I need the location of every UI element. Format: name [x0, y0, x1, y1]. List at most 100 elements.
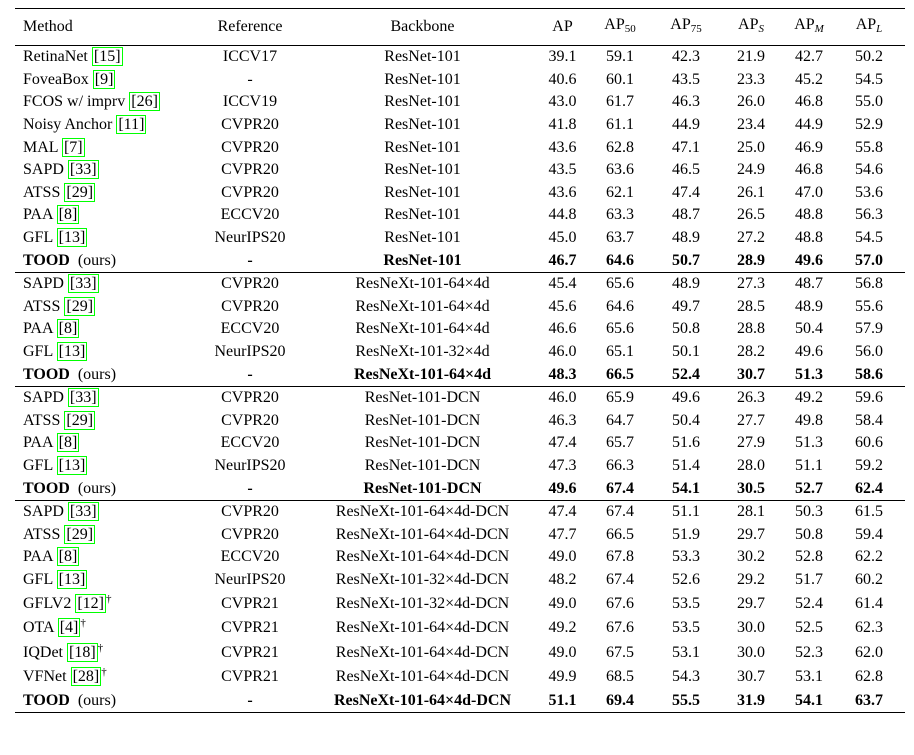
method-cell: PAA [8] — [15, 318, 195, 341]
header-text: AP — [794, 16, 815, 33]
citation: [28] — [70, 667, 102, 687]
metric-cell: 51.3 — [795, 365, 823, 383]
header-cell: AP50 — [585, 9, 655, 46]
backbone-cell: ResNeXt-101-64×4d-DCN — [335, 525, 510, 543]
method-name: RetinaNet — [23, 48, 88, 66]
metric-cell: 49.6 — [795, 343, 823, 361]
metric-cell: 28.1 — [737, 503, 765, 521]
backbone-cell: ResNet-101-DCN — [364, 389, 481, 407]
row-group: SAPD [33] CVPR20 ResNeXt-101-64×4d-DCN 47.4… — [15, 500, 905, 713]
metric-cell: 49.2 — [795, 389, 823, 407]
metric-cell: 50.3 — [795, 503, 823, 521]
metric-cell: 48.8 — [795, 206, 823, 224]
reference-cell: ECCV20 — [220, 206, 280, 224]
table-row: SAPD [33] CVPR20 ResNeXt-101-64×4d-DCN 47.4… — [15, 500, 905, 523]
citation: [8] — [56, 547, 80, 567]
metric-cell: 52.8 — [795, 548, 823, 566]
metric-cell: 50.1 — [672, 343, 700, 361]
backbone-cell: ResNet-101-DCN — [363, 479, 482, 497]
backbone-cell: ResNet-101 — [384, 138, 461, 156]
metric-cell: 62.3 — [855, 619, 883, 637]
metric-cell: 29.2 — [737, 570, 765, 588]
metric-cell: 48.9 — [672, 229, 700, 247]
metric-cell: 24.9 — [737, 161, 765, 179]
backbone-cell: ResNeXt-101-32×4d-DCN — [335, 570, 510, 588]
metric-cell: 30.7 — [737, 668, 765, 686]
method-name: PAA — [23, 320, 53, 338]
header-cell: AP — [540, 9, 585, 46]
metric-cell: 44.8 — [548, 206, 577, 224]
metric-cell: 49.2 — [548, 619, 577, 637]
metric-cell: 27.3 — [737, 275, 765, 293]
citation: [13] — [56, 342, 88, 362]
method-name: FoveaBox — [23, 70, 89, 88]
backbone-cell: ResNeXt-101-64×4d — [355, 320, 490, 338]
backbone-cell: ResNeXt-101-32×4d-DCN — [335, 594, 510, 612]
metric-cell: 48.7 — [795, 275, 823, 293]
citation: [29] — [64, 524, 96, 544]
method-name: SAPD — [23, 389, 64, 407]
metric-cell: 46.0 — [548, 389, 577, 407]
table-row: TOOD (ours) - ResNeXt-101-64×4d-DCN 51.1 69.… — [15, 690, 905, 713]
header-subscript: 75 — [690, 23, 702, 35]
reference-cell: - — [247, 365, 253, 383]
method-name: SAPD — [23, 503, 64, 521]
metric-cell: 54.5 — [855, 229, 883, 247]
metric-cell: 59.1 — [606, 48, 634, 66]
table-row: ATSS [29] CVPR20 ResNet-101-DCN 46.3 64.7 50.… — [15, 410, 905, 433]
header-text: AP — [738, 16, 759, 33]
method-cell: RetinaNet [15] — [15, 46, 195, 69]
method-name: SAPD — [23, 275, 64, 293]
backbone-cell: ResNet-101 — [384, 48, 461, 66]
header-subscript: M — [814, 23, 824, 35]
metric-cell: 26.0 — [737, 93, 765, 111]
table-row: GFL [13] NeurIPS20 ResNeXt-101-32×4d-DCN 48… — [15, 569, 905, 592]
results-table: Method Reference Backbone AP AP50 AP75 APS APM A… — [15, 8, 905, 713]
metric-cell: 56.3 — [855, 206, 883, 224]
citation: [33] — [67, 274, 99, 294]
method-cell: SAPD [33] — [15, 159, 195, 182]
metric-cell: 45.4 — [548, 275, 577, 293]
header-cell: APM — [785, 9, 833, 46]
metric-cell: 46.9 — [795, 138, 823, 156]
metric-cell: 63.6 — [606, 161, 634, 179]
metric-cell: 45.0 — [548, 229, 577, 247]
citation: [29] — [64, 296, 96, 316]
metric-cell: 56.0 — [855, 343, 883, 361]
table-row: ATSS [29] CVPR20 ResNeXt-101-64×4d 45.6 64.6… — [15, 296, 905, 319]
table-row: SAPD [33] CVPR20 ResNeXt-101-64×4d 45.4 65.6… — [15, 272, 905, 295]
method-note: (ours) — [77, 365, 117, 383]
backbone-cell: ResNeXt-101-64×4d — [355, 275, 490, 293]
metric-cell: 49.0 — [548, 548, 577, 566]
metric-cell: 65.7 — [606, 434, 634, 452]
method-cell: Noisy Anchor [11] — [15, 114, 195, 137]
method-name: IQDet — [23, 643, 63, 661]
metric-cell: 52.4 — [795, 594, 823, 612]
reference-cell: CVPR20 — [221, 297, 279, 315]
reference-cell: NeurIPS20 — [214, 570, 286, 588]
backbone-cell: ResNet-101 — [384, 93, 461, 111]
reference-cell: CVPR20 — [221, 411, 279, 429]
reference-cell: CVPR20 — [221, 503, 279, 521]
method-name: TOOD — [23, 251, 70, 269]
reference-cell: - — [247, 479, 253, 497]
metric-cell: 49.9 — [548, 668, 577, 686]
metric-cell: 60.1 — [606, 70, 634, 88]
method-name: ATSS — [23, 297, 61, 315]
table-row: SAPD [33] CVPR20 ResNet-101-DCN 46.0 65.9 49.… — [15, 386, 905, 409]
method-name: GFL — [23, 456, 53, 474]
metric-cell: 28.5 — [737, 297, 765, 315]
metric-cell: 58.6 — [855, 365, 883, 383]
method-note: (ours) — [77, 251, 117, 269]
metric-cell: 52.6 — [672, 570, 700, 588]
metric-cell: 40.6 — [548, 70, 577, 88]
header-text: AP — [855, 16, 877, 33]
metric-cell: 66.3 — [606, 456, 634, 474]
method-cell: ATSS [29] — [15, 523, 195, 546]
metric-cell: 30.5 — [737, 479, 765, 497]
metric-cell: 54.1 — [672, 479, 700, 497]
table-row: PAA [8] ECCV20 ResNet-101 44.8 63.3 48.7 26.5 4… — [15, 204, 905, 227]
citation: [4] — [57, 618, 81, 638]
metric-cell: 61.4 — [855, 594, 883, 612]
